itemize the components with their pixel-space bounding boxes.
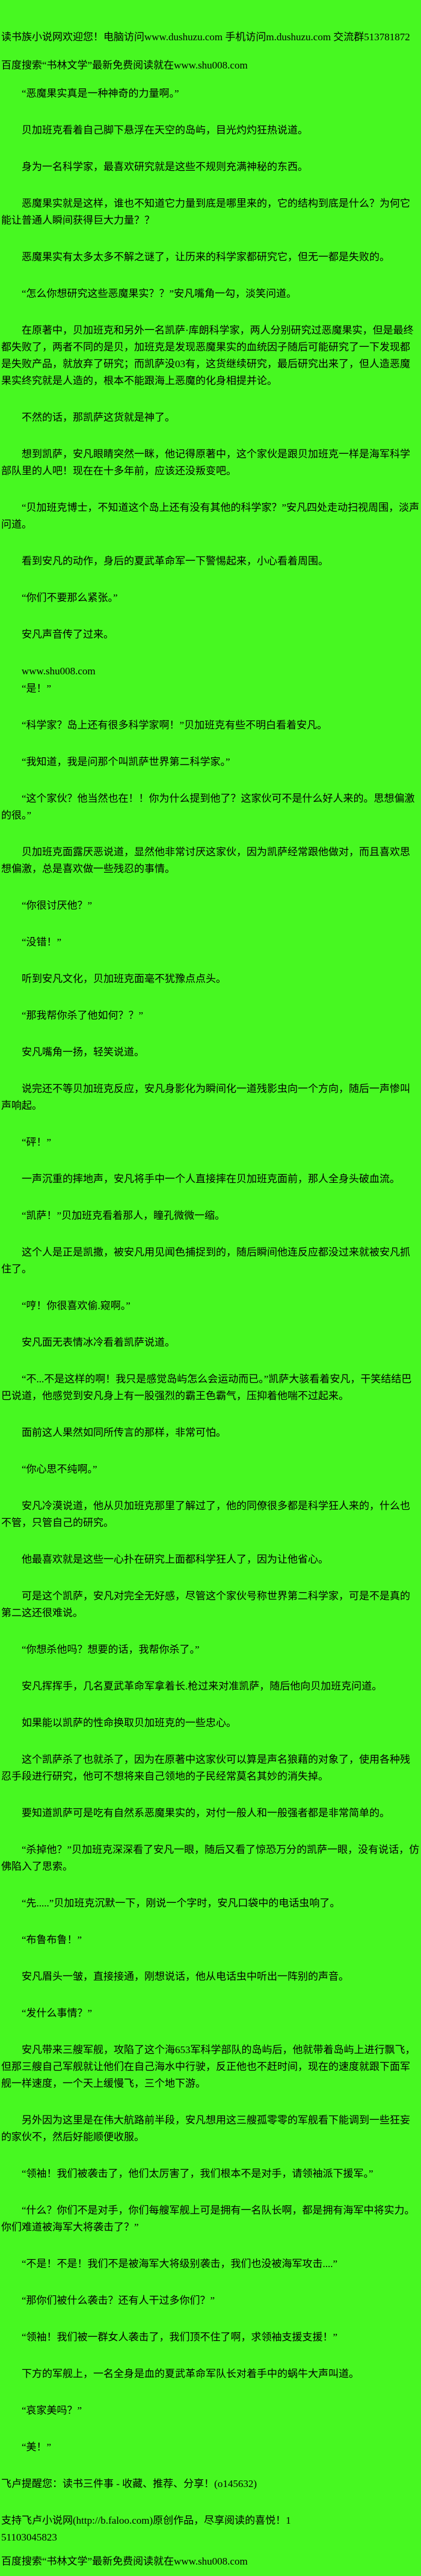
novel-paragraph: 安凡眉头一皱，直接接通，刚想说话，他从电话虫中听出一阵别的声音。 <box>22 1971 349 1982</box>
novel-paragraph: “领袖！我们被一群女人袭击了，我们顶不住了啊，求领袖支援支援！” <box>22 2331 338 2343</box>
novel-paragraph: 一声沉重的摔地声，安凡将手中一个人直接摔在贝加班克面前，那人全身头破血流。 <box>22 1173 400 1185</box>
novel-paragraph: “美！” <box>22 2441 52 2453</box>
novel-paragraph: 安凡挥挥手，几名夏武革命军拿着长.枪过来对准凯萨，随后他向贝加班克问道。 <box>22 1680 383 1692</box>
novel-paragraph: “那我帮你杀了他如何？？” <box>22 1010 144 1021</box>
novel-paragraph: “怎么你想研究这些恶魔果实？？”安凡嘴角一勾，淡笑问道。 <box>22 288 297 299</box>
novel-paragraph: 面前这人果然如同所传言的那样，非常可怕。 <box>22 1427 226 1438</box>
novel-paragraph: 说完还不等贝加班克反应，安凡身影化为瞬间化一道残影虫向一个方向，随后一声惨叫声响… <box>1 1083 410 1111</box>
novel-paragraph: “你心思不纯啊。” <box>22 1463 97 1475</box>
inline-ad-url: www.shu008.com <box>22 665 96 677</box>
novel-paragraph: “贝加班克博士，不知道这个岛上还有没有其他的科学家？”安凡四处走动扫视周围，淡声… <box>1 502 420 530</box>
novel-paragraph: “发什么事情？” <box>22 2007 93 2019</box>
novel-paragraph: “什么？你们不是对手，你们每艘军舰上可是拥有一名队长啊，都是拥有海军中将实力。你… <box>1 2205 415 2233</box>
novel-paragraph: “领袖！我们被袭击了，他们太厉害了，我们根本不是对手，请领袖派下援军。” <box>22 2168 373 2179</box>
baidu-search-ad-top: 百度搜索“书林文学”最新免费阅读就在www.shu008.com <box>1 60 248 71</box>
novel-paragraph: “我知道，我是问那个叫凯萨世界第二科学家。” <box>22 756 230 768</box>
novel-text: 读书族小说网欢迎您！电脑访问www.dushuzu.com 手机访问m.dush… <box>1 29 420 2570</box>
novel-paragraph: 他最喜欢就是这些一心扑在研究上面都科学狂人了，因为让他省心。 <box>22 1554 328 1565</box>
novel-paragraph: “砰！” <box>22 1137 52 1148</box>
novel-paragraph: 这个人是正是凯撒，被安凡用见闻色捕捉到的，随后瞬间他连反应都没过来就被安凡抓住了… <box>1 1247 410 1275</box>
novel-paragraph: 下方的军舰上，一名全身是血的夏武革命军队长对着手中的蜗牛大声叫道。 <box>22 2368 359 2379</box>
novel-paragraph: 不然的话，那凯萨这货就是神了。 <box>22 412 175 423</box>
novel-paragraph: “你想杀他吗？想要的话，我帮你杀了。” <box>22 1644 200 1655</box>
site-welcome-line: 读书族小说网欢迎您！电脑访问www.dushuzu.com 手机访问m.dush… <box>1 31 410 43</box>
novel-paragraph: 身为一名科学家，最喜欢研究就是这些不规则充满神秘的东西。 <box>22 161 308 172</box>
novel-paragraph: 贝加班克面露厌恶说道，显然他非常讨厌这家伙，因为凯萨经常跟他做对，而且喜欢思想偏… <box>1 846 410 874</box>
novel-paragraph: 恶魔果实就是这样，谁也不知道它力量到底是哪里来的，它的结构到底是什么？为何它能让… <box>1 198 410 226</box>
novel-paragraph: “凯萨！”贝加班克看着那人，瞳孔微微一缩。 <box>22 1210 226 1221</box>
novel-paragraph: “先.....”贝加班克沉默一下，刚说一个字时，安凡口袋中的电话虫响了。 <box>22 1897 340 1909</box>
novel-paragraph: “是！” <box>22 683 52 694</box>
novel-paragraph: 安凡声音传了过来。 <box>22 629 114 640</box>
novel-paragraph: 在原著中，贝加班克和另外一名凯萨·库朗科学家，两人分别研究过恶魔果实，但是最终都… <box>1 325 414 386</box>
novel-paragraph: “这个家伙？他当然也在！！你为什么提到他了？这家伙可不是什么好人来的。思想偏激的… <box>1 793 415 821</box>
novel-paragraph: “你很讨厌他？” <box>22 900 93 911</box>
novel-paragraph: “不是！不是！我们不是被海军大将级别袭击，我们也没被海军攻击....” <box>22 2258 338 2269</box>
novel-paragraph: 安凡冷漠说道，他从贝加班克那里了解过了，他的同僚很多都是科学狂人来的，什么也不管… <box>1 1500 410 1528</box>
novel-paragraph: “没错！” <box>22 936 62 948</box>
novel-paragraph: 可是这个凯萨，安凡对完全无好感，尽管这个家伙号称世界第二科学家，可是不是真的第二… <box>1 1590 410 1619</box>
novel-paragraph: 安凡嘴角一扬，轻笑说道。 <box>22 1046 144 1058</box>
novel-paragraph: “科学家？岛上还有很多科学家啊！”贝加班克有些不明白看着安凡。 <box>22 719 328 731</box>
baidu-search-ad-bottom: 百度搜索“书林文学”最新免费阅读就在www.shu008.com <box>1 2556 248 2567</box>
novel-paragraph: 想到凯萨，安凡眼睛突然一眯，他记得原著中，这个家伙是跟贝加班克一样是海军科学部队… <box>1 448 410 477</box>
novel-paragraph: 贝加班克看着自己脚下悬浮在天空的岛屿，目光灼灼狂热说道。 <box>22 124 308 136</box>
novel-paragraph: 另外因为这里是在伟大航路前半段，安凡想用这三艘孤零零的军舰看下能调到一些狂妄的家… <box>1 2114 410 2143</box>
novel-paragraph: 安凡面无表情冰冷看着凯萨说道。 <box>22 1337 175 1348</box>
novel-paragraph: “不...不是这样的啊！我只是感觉岛屿怎么会运动而已。”凯萨大骇看着安凡，干笑结… <box>1 1373 412 1402</box>
novel-paragraph: 这个凯萨杀了也就杀了，因为在原著中这家伙可以算是声名狼藉的对象了，使用各种残忍手… <box>1 1754 410 1782</box>
faloo-reminder-line: 飞卢提醒您：读书三件事 - 收藏、推荐、分享！(o145632) <box>1 2478 257 2489</box>
novel-paragraph: 要知道凯萨可是吃有自然系恶魔果实的，对付一般人和一般强者都是非常简单的。 <box>22 1807 390 1819</box>
novel-paragraph: “哼！你很喜欢偷.窥啊。” <box>22 1300 131 1311</box>
faloo-support-line: 支持飞卢小说网(http://b.faloo.com)原创作品，尽享阅读的喜悦！… <box>1 2515 291 2543</box>
novel-paragraph: 听到安凡文化，贝加班克面毫不犹豫点点头。 <box>22 973 226 984</box>
novel-paragraph: 恶魔果实有太多太多不解之谜了，让历来的科学家都研究它，但无一都是失败的。 <box>22 251 390 263</box>
novel-paragraph: “那你们被什么袭击？还有人干过多你们？” <box>22 2295 215 2306</box>
novel-paragraph: 安凡带来三艘军舰，攻陷了这个海653军科学部队的岛屿后，他就带着岛屿上进行飘飞，… <box>1 2044 416 2089</box>
novel-paragraph: “杀掉他？”贝加班克深深看了安凡一眼，随后又看了惊恐万分的凯萨一眼，没有说话，仿… <box>1 1844 420 1872</box>
novel-paragraph: 如果能以凯萨的性命换取贝加班克的一些忠心。 <box>22 1717 236 1729</box>
novel-paragraph: “哀家美吗？” <box>22 2405 82 2416</box>
novel-paragraph: “恶魔果实真是一种神奇的力量啊。” <box>22 88 179 99</box>
novel-paragraph: “你们不要那么紧张。” <box>22 592 118 603</box>
novel-paragraph: “布鲁布鲁！” <box>22 1934 82 1946</box>
novel-paragraph: 看到安凡的动作，身后的夏武革命军一下警惕起来，小心看着周围。 <box>22 555 328 567</box>
